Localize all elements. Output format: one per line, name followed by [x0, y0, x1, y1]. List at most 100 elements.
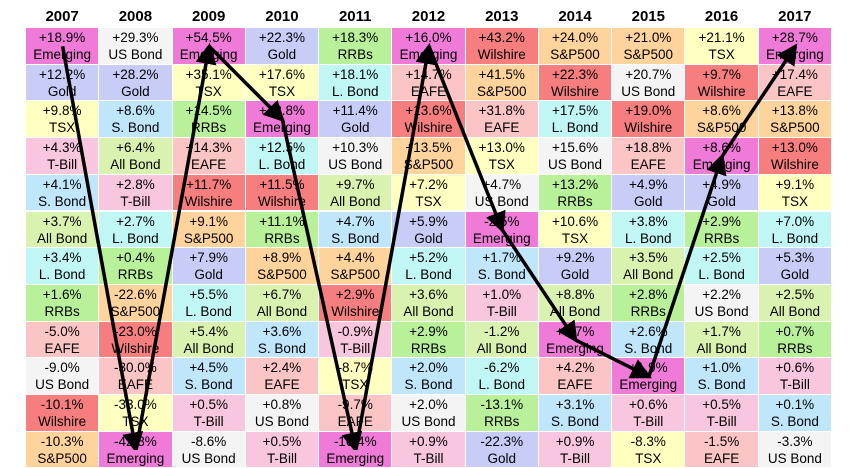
asset-name: Gold: [47, 83, 77, 99]
asset-name: L. Bond: [38, 267, 86, 283]
return-value: +2.4%: [262, 360, 302, 376]
asset-name: US Bond: [108, 47, 163, 62]
return-value: +18.8%: [625, 140, 672, 156]
return-value: +1.7%: [482, 250, 522, 266]
return-value: +11.5%: [259, 176, 305, 192]
asset-name: T-Bill: [340, 340, 371, 356]
cell-2008-rank-11: -33.0% TSX: [99, 395, 173, 432]
return-value: +1.0%: [482, 286, 522, 302]
cell-2017-rank-8: +2.5% All Bond: [758, 284, 832, 322]
asset-name: Emerging: [106, 450, 165, 466]
cell-2014-rank-2: +22.3% Wilshire: [538, 64, 613, 102]
return-value: +9.2%: [555, 250, 595, 266]
return-value: +0.4%: [116, 250, 155, 266]
asset-name: TSX: [342, 377, 369, 393]
cell-2009-rank-4: +14.3% EAFE: [172, 138, 246, 175]
asset-name: EAFE: [630, 157, 666, 173]
cell-2008-rank-2: +28.2% Gold: [99, 64, 173, 102]
cell-2008-rank-9: -23.0% Wilshire: [99, 321, 173, 359]
asset-name: S. Bond: [624, 340, 673, 356]
return-value: +17.6%: [258, 66, 306, 82]
return-value: +22.3%: [551, 66, 599, 82]
asset-name: All Bond: [769, 303, 820, 319]
asset-name: RRBs: [117, 267, 154, 283]
cell-2007-rank-11: -10.1% Wilshire: [26, 395, 100, 432]
asset-name: US Bond: [621, 83, 676, 99]
return-value: -10.3%: [40, 433, 84, 449]
cell-2011-rank-6: +4.7% S. Bond: [319, 211, 393, 249]
cell-2011-rank-1: +18.3% RRBs: [319, 28, 393, 65]
return-value: +9.7%: [702, 66, 741, 82]
asset-name: Gold: [560, 267, 590, 283]
cell-2008-rank-6: +2.7% L. Bond: [99, 211, 173, 249]
asset-name: S&P500: [550, 47, 600, 62]
cell-2013-rank-3: +31.8% EAFE: [465, 101, 539, 139]
asset-name: All Bond: [330, 193, 381, 209]
asset-name: S. Bond: [477, 267, 526, 283]
asset-name: US Bond: [767, 450, 822, 466]
cell-2012-rank-4: +13.5% S&P500: [392, 138, 466, 175]
cell-2008-rank-10: -30.0% EAFE: [99, 358, 173, 395]
return-value: +54.5%: [185, 30, 232, 45]
asset-name: S&P500: [37, 450, 87, 466]
cell-2012-rank-2: +14.7% EAFE: [392, 64, 466, 102]
asset-name: US Bond: [254, 414, 309, 429]
asset-name: RRBs: [337, 47, 373, 62]
asset-name: L. Bond: [185, 303, 232, 319]
cell-2015-rank-3: +19.0% Wilshire: [612, 101, 686, 139]
cell-2017-rank-5: +9.1% TSX: [758, 174, 832, 212]
cell-2016-rank-10: +1.0% S. Bond: [685, 358, 759, 395]
cell-2014-rank-9: +4.7% Emerging: [538, 321, 613, 359]
asset-name: Gold: [194, 267, 223, 283]
return-value: +3.5%: [628, 250, 668, 266]
asset-name: Emerging: [326, 450, 385, 466]
asset-name: EAFE: [557, 377, 593, 393]
return-value: -1.2%: [484, 323, 520, 339]
return-value: -13.1%: [480, 397, 524, 412]
cell-2014-rank-10: +4.2% EAFE: [538, 358, 613, 395]
return-value: +4.7%: [555, 323, 595, 339]
asset-name: S. Bond: [770, 414, 819, 429]
return-value: -33.0%: [114, 397, 157, 412]
return-value: +13.5%: [405, 140, 452, 156]
cell-2013-rank-7: +1.7% S. Bond: [465, 248, 539, 285]
cell-2009-rank-5: +11.7% Wilshire: [172, 174, 246, 212]
asset-name: TSX: [415, 193, 442, 209]
asset-name: EAFE: [44, 340, 80, 356]
asset-name: S. Bond: [331, 230, 380, 246]
cell-2014-rank-11: +3.1% S. Bond: [538, 395, 613, 432]
return-value: +0.9%: [555, 433, 595, 449]
asset-name: TSX: [122, 414, 149, 429]
return-value: -8.3%: [630, 433, 666, 449]
asset-name: US Bond: [548, 157, 603, 173]
asset-name: S&P500: [770, 120, 820, 136]
asset-name: RRBs: [410, 340, 447, 356]
return-value: -2.5%: [484, 213, 520, 229]
cell-2008-rank-8: -22.6% S&P500: [99, 284, 173, 322]
cell-2015-rank-10: +1.9% Emerging: [612, 358, 686, 395]
return-value: +13.8%: [771, 103, 818, 119]
asset-name: EAFE: [484, 120, 520, 136]
cell-2010-rank-5: +11.5% Wilshire: [245, 174, 320, 212]
cell-2016-rank-7: +2.5% L. Bond: [685, 248, 759, 285]
cell-2010-rank-1: +22.3% Gold: [245, 28, 320, 65]
cell-2014-rank-4: +15.6% US Bond: [538, 138, 613, 175]
return-value: +0.5%: [189, 397, 228, 412]
return-value: +7.0%: [775, 213, 815, 229]
return-value: +3.8%: [628, 213, 668, 229]
asset-name: RRBs: [703, 230, 740, 246]
cell-2009-rank-10: +4.5% S. Bond: [172, 358, 246, 395]
return-value: +4.3%: [42, 140, 82, 156]
return-value: +1.6%: [42, 286, 82, 302]
return-value: +16.0%: [405, 30, 452, 45]
return-value: +0.5%: [262, 433, 302, 449]
asset-name: S&P500: [623, 47, 674, 62]
asset-name: Wilshire: [111, 340, 160, 356]
asset-name: All Bond: [403, 303, 454, 319]
cell-2017-rank-2: +17.4% EAFE: [758, 64, 832, 102]
cell-2013-rank-6: -2.5% Emerging: [465, 211, 539, 249]
cell-2015-rank-2: +20.7% US Bond: [612, 64, 686, 102]
cell-2013-rank-8: +1.0% T-Bill: [465, 284, 539, 322]
return-value: +18.9%: [39, 30, 86, 45]
return-value: +0.6%: [628, 397, 668, 412]
